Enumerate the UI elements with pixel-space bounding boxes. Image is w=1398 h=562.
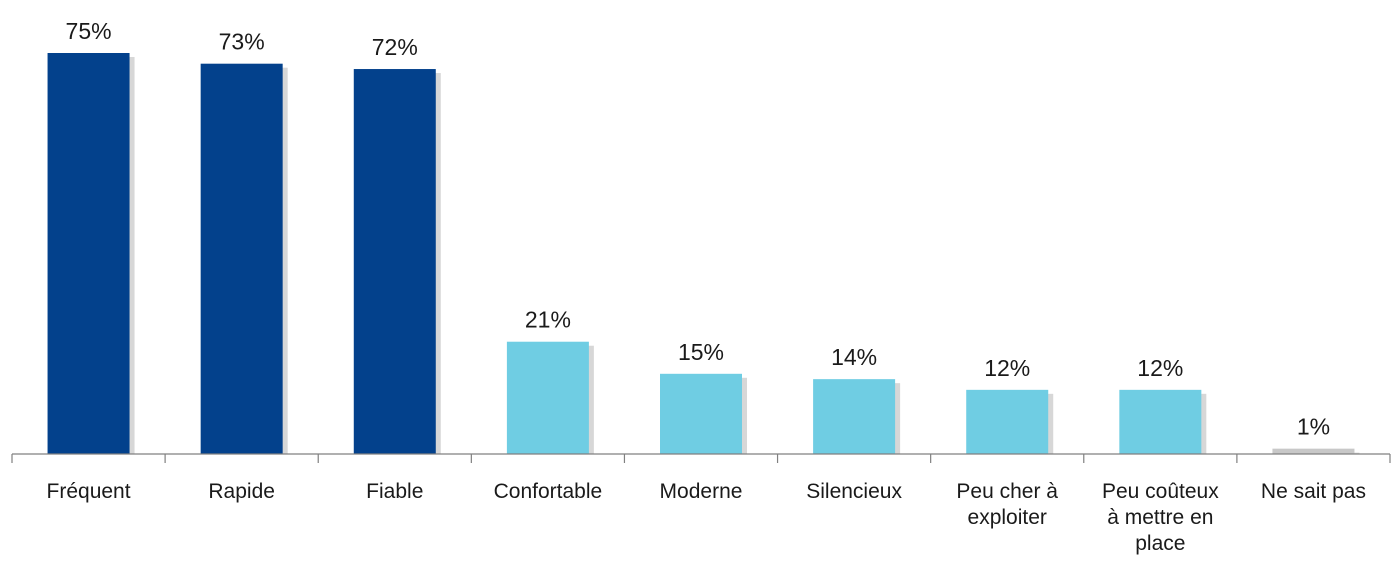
category-label-line: Ne sait pas	[1261, 480, 1366, 503]
bar	[200, 63, 283, 455]
category-label-line: Fiable	[366, 480, 423, 503]
category-label-line: Peu cher à	[956, 480, 1058, 503]
value-label: 1%	[1297, 414, 1330, 440]
bar	[660, 373, 742, 454]
value-label: 73%	[219, 29, 265, 55]
bar	[353, 69, 436, 454]
bar	[1119, 389, 1202, 454]
value-label: 21%	[525, 307, 571, 333]
bar	[813, 379, 896, 454]
bar	[1272, 448, 1355, 454]
bars-group	[47, 53, 1360, 455]
category-label-line: exploiter	[968, 506, 1047, 529]
category-label: Peu cher à exploiter	[956, 480, 1058, 529]
category-label-line: Silencieux	[806, 480, 902, 503]
category-label-line: Confortable	[494, 480, 603, 503]
category-label: Rapide	[208, 480, 275, 503]
category-label: Fiable	[366, 480, 423, 503]
bar	[506, 341, 589, 454]
value-label: 12%	[984, 355, 1030, 381]
value-label: 14%	[831, 344, 877, 370]
category-label-line: place	[1135, 532, 1185, 555]
value-label: 15%	[678, 339, 724, 365]
category-label: Confortable	[494, 480, 603, 503]
category-label-line: Rapide	[208, 480, 275, 503]
category-label-line: Peu coûteux	[1102, 480, 1219, 503]
value-label: 75%	[66, 18, 112, 44]
category-label-line: Moderne	[660, 480, 743, 503]
category-label-line: à mettre en	[1107, 506, 1213, 529]
category-label: Fréquent	[47, 480, 131, 503]
category-label: Silencieux	[806, 480, 902, 503]
category-label: Ne sait pas	[1261, 480, 1366, 503]
bar	[47, 53, 130, 454]
bar	[966, 389, 1049, 454]
category-label-line: Fréquent	[47, 480, 131, 503]
labels-group: 75% Fréquent 73% Rapide 72% Fiable 21% Conforta…	[47, 18, 1366, 555]
value-label: 12%	[1137, 355, 1183, 381]
value-label: 72%	[372, 34, 418, 60]
category-label: Moderne	[660, 480, 743, 503]
x-axis	[11, 453, 1391, 463]
category-label: Peu coûteux à mettre en place	[1102, 480, 1219, 555]
